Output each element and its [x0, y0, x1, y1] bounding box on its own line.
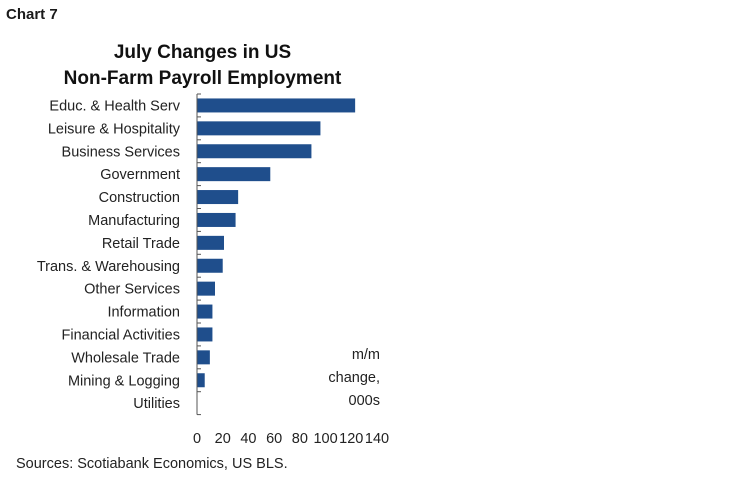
x-tick-label: 60	[266, 431, 282, 447]
category-labels: Educ. & Health Serv Leisure & Hospitality…	[37, 98, 181, 412]
bar	[197, 144, 312, 159]
x-tick-label: 20	[215, 431, 231, 447]
bar	[197, 327, 213, 342]
bar	[197, 373, 205, 388]
bar	[197, 281, 215, 296]
unit-line-1: m/m	[351, 347, 380, 363]
category-label: Government	[100, 167, 180, 183]
x-tick-label: 100	[313, 431, 337, 447]
source-note: Sources: Scotiabank Economics, US BLS.	[16, 456, 288, 472]
chart-label: Chart 7	[6, 6, 58, 23]
x-tick-label: 120	[339, 431, 363, 447]
bar	[197, 167, 271, 182]
bar	[197, 235, 224, 250]
unit-line-3: 000s	[348, 393, 380, 409]
category-label: Retail Trade	[102, 236, 180, 252]
bar	[197, 258, 223, 273]
x-tick-label: 80	[292, 431, 308, 447]
bars-group	[197, 98, 356, 388]
category-label: Leisure & Hospitality	[48, 121, 181, 137]
category-label: Other Services	[84, 282, 180, 298]
unit-label: m/m change, 000s	[300, 344, 380, 413]
category-label: Construction	[99, 190, 180, 206]
category-label: Financial Activities	[62, 327, 180, 343]
category-label: Utilities	[133, 396, 180, 412]
bar	[197, 121, 321, 136]
chart-title-line1: July Changes in US	[113, 42, 292, 63]
category-label: Trans. & Warehousing	[37, 259, 180, 275]
x-tick-label: 140	[365, 431, 389, 447]
category-label: Information	[107, 305, 180, 321]
unit-line-2: change,	[328, 370, 380, 386]
bar	[197, 190, 239, 205]
x-tick-label: 40	[240, 431, 256, 447]
bar	[197, 350, 210, 365]
category-label: Manufacturing	[88, 213, 180, 229]
category-label: Mining & Logging	[68, 373, 180, 389]
category-label: Business Services	[62, 144, 180, 160]
x-tick-labels: 0 20 40 60 80 100 120 140	[193, 431, 389, 447]
y-axis	[196, 93, 201, 416]
category-label: Wholesale Trade	[71, 350, 180, 366]
bar	[197, 212, 236, 227]
bar	[197, 98, 356, 113]
x-tick-label: 0	[193, 431, 201, 447]
chart-title-line2: Non-Farm Payroll Employment	[63, 68, 342, 89]
bar	[197, 304, 213, 319]
category-label: Educ. & Health Serv	[49, 98, 180, 114]
